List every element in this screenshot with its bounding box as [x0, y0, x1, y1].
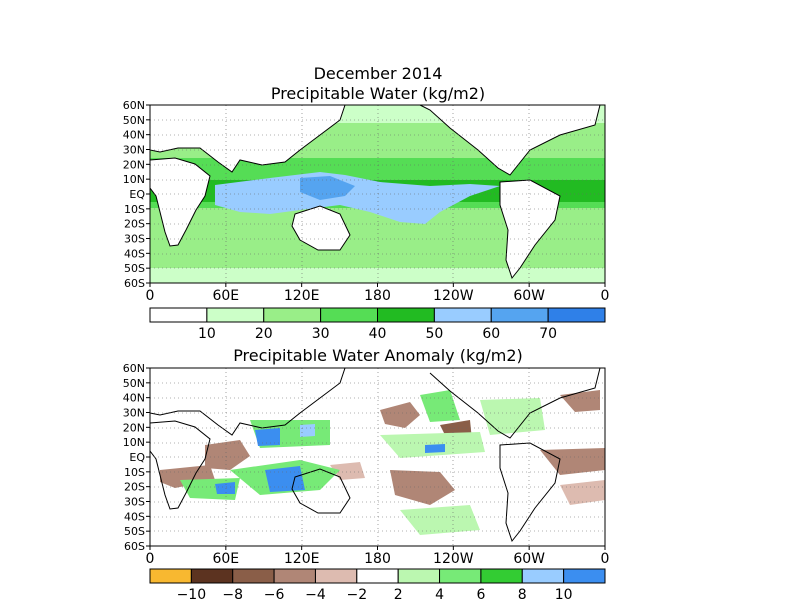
lat-tick-label: 10N [123, 173, 145, 186]
lat-tick-label: 30S [124, 496, 145, 509]
colorbar-label: −10 [177, 587, 207, 600]
lat-tick-label: EQ [129, 188, 145, 201]
lon-tick-label: 180 [364, 551, 391, 567]
colorbar-swatch [480, 568, 523, 584]
bottom-anomaly-patches [160, 390, 605, 535]
colorbar-label: 30 [312, 326, 330, 342]
colorbar-label: 6 [476, 587, 485, 600]
lat-tick-label: EQ [129, 451, 145, 464]
colorbar-swatch [149, 307, 208, 323]
colorbar-label: −6 [264, 587, 285, 600]
lat-tick-label: 10S [124, 203, 145, 216]
bottom-lon-axis: 0 60E 120E 180 120W 60W 0 [146, 546, 610, 567]
lat-tick-label: 10N [123, 436, 145, 449]
lat-tick-label: 60S [124, 540, 145, 553]
top-colorbar: 10 20 30 40 50 60 70 [149, 307, 606, 342]
colorbar-swatch [356, 568, 399, 584]
colorbar-label: −2 [346, 587, 367, 600]
lon-tick-label: 0 [601, 551, 610, 567]
colorbar-swatch [397, 568, 441, 584]
map-title-bottom: Precipitable Water Anomaly (kg/m2) [233, 346, 523, 365]
lon-tick-label: 180 [364, 288, 391, 304]
lat-tick-label: 60N [123, 99, 145, 112]
map-title-month: December 2014 [313, 64, 443, 83]
colorbar-label: 20 [255, 326, 273, 342]
top-lon-axis: 0 60E 120E 180 120W 60W 0 [146, 283, 610, 304]
lat-tick-label: 40N [123, 129, 145, 142]
lat-tick-label: 20N [123, 158, 145, 171]
lat-tick-label: 10S [124, 466, 145, 479]
lat-tick-label: 60N [123, 362, 145, 375]
lat-tick-label: 60S [124, 277, 145, 290]
colorbar-label: 60 [482, 326, 500, 342]
colorbar-label: 40 [369, 326, 387, 342]
lat-tick-label: 30S [124, 233, 145, 246]
lat-tick-label: 40S [124, 510, 145, 523]
colorbar-label: 4 [435, 587, 444, 600]
bottom-colorbar: −10 −8 −6 −4 −2 2 4 6 8 10 [149, 568, 606, 600]
bottom-gridlines [150, 368, 605, 546]
lon-tick-label: 120W [433, 551, 474, 567]
colorbar-swatch [320, 307, 378, 323]
lon-tick-label: 120W [433, 288, 474, 304]
lon-tick-label: 120E [284, 288, 320, 304]
colorbar-swatch [439, 568, 482, 584]
top-warm-pool [215, 172, 500, 224]
lon-tick-label: 0 [146, 551, 155, 567]
lat-tick-label: 40S [124, 247, 145, 260]
colorbar-label: 10 [555, 587, 573, 600]
lon-tick-label: 60W [513, 551, 545, 567]
lat-tick-label: 50S [124, 262, 145, 275]
colorbar-label: 70 [539, 326, 557, 342]
lon-tick-label: 60E [212, 551, 239, 567]
lat-tick-label: 20S [124, 218, 145, 231]
colorbar-swatch [190, 568, 234, 584]
colorbar-swatch [377, 307, 435, 323]
colorbar-label: 2 [394, 587, 403, 600]
top-map [149, 104, 606, 284]
lat-tick-label: 40N [123, 392, 145, 405]
colorbar-swatch [273, 568, 316, 584]
bottom-map [149, 367, 606, 547]
colorbar-swatch [490, 307, 549, 323]
colorbar-label: −4 [305, 587, 326, 600]
map-title-top: Precipitable Water (kg/m2) [270, 84, 486, 103]
colorbar-label: 50 [425, 326, 443, 342]
lat-tick-label: 20S [124, 481, 145, 494]
colorbar-swatch [521, 568, 565, 584]
lon-tick-label: 60W [513, 288, 545, 304]
colorbar-swatch [206, 307, 265, 323]
bottom-continents [149, 367, 601, 543]
colorbar-swatch [263, 307, 322, 323]
lat-tick-label: 50N [123, 114, 145, 127]
lon-tick-label: 120E [284, 551, 320, 567]
top-band-60s [150, 268, 605, 283]
lon-tick-label: 0 [146, 288, 155, 304]
lat-tick-label: 50S [124, 525, 145, 538]
lat-tick-label: 30N [123, 144, 145, 157]
lat-tick-label: 30N [123, 407, 145, 420]
colorbar-swatch [149, 568, 192, 584]
colorbar-label: 10 [198, 326, 216, 342]
colorbar-swatch [314, 568, 358, 584]
lat-tick-label: 50N [123, 377, 145, 390]
colorbar-swatch [433, 307, 492, 323]
colorbar-swatch [547, 307, 606, 323]
lon-tick-label: 60E [212, 288, 239, 304]
colorbar-swatch [232, 568, 275, 584]
colorbar-swatch [563, 568, 606, 584]
colorbar-label: −8 [222, 587, 243, 600]
top-gridlines [150, 105, 605, 283]
colorbar-label: 8 [518, 587, 527, 600]
lon-tick-label: 0 [601, 288, 610, 304]
lat-tick-label: 20N [123, 421, 145, 434]
